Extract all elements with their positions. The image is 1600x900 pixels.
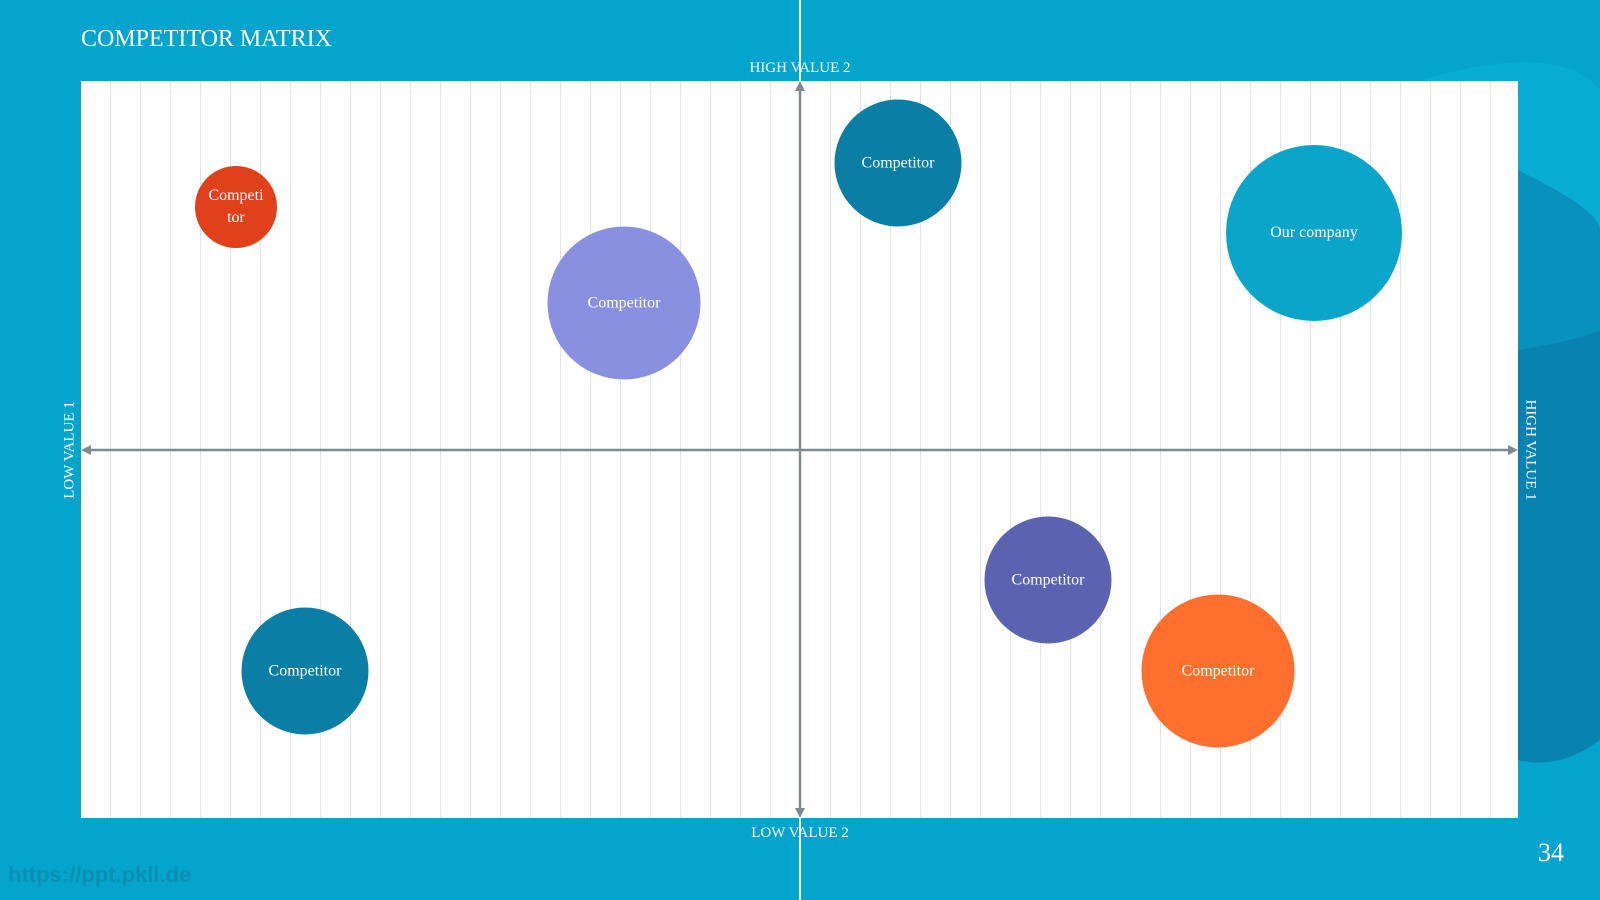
bubble: Competitor [834, 99, 962, 227]
decor-shape [1518, 330, 1600, 763]
watermark: https://ppt.pkll.de [8, 862, 192, 887]
bubble-label: Competitor [587, 294, 661, 311]
bubble-label: Competitor [268, 662, 342, 679]
axis-label-bottom: LOW VALUE 2 [751, 825, 849, 841]
bubble: Competitor [195, 166, 277, 248]
bubble-label: Competitor [1011, 571, 1085, 588]
axis-label-top: HIGH VALUE 2 [749, 60, 851, 76]
bubble-label: Competitor [861, 154, 935, 171]
slide-title: COMPETITOR MATRIX [81, 26, 332, 52]
bubble-label: Competitor [1181, 662, 1255, 679]
bubble-label: Competitor [208, 187, 264, 226]
bubble: Competitor [984, 516, 1112, 644]
axes [81, 81, 1518, 818]
bubble-label: Our company [1270, 224, 1358, 241]
page-number: 34 [1538, 838, 1564, 867]
bubble: Competitor [241, 607, 369, 735]
bubble: Our company [1226, 145, 1402, 321]
axis-label-right: HIGH VALUE 1 [1522, 399, 1539, 501]
bubble: Competitor [547, 226, 701, 380]
axis-label-left: LOW VALUE 1 [61, 401, 78, 499]
bubble: Competitor [1141, 594, 1295, 748]
